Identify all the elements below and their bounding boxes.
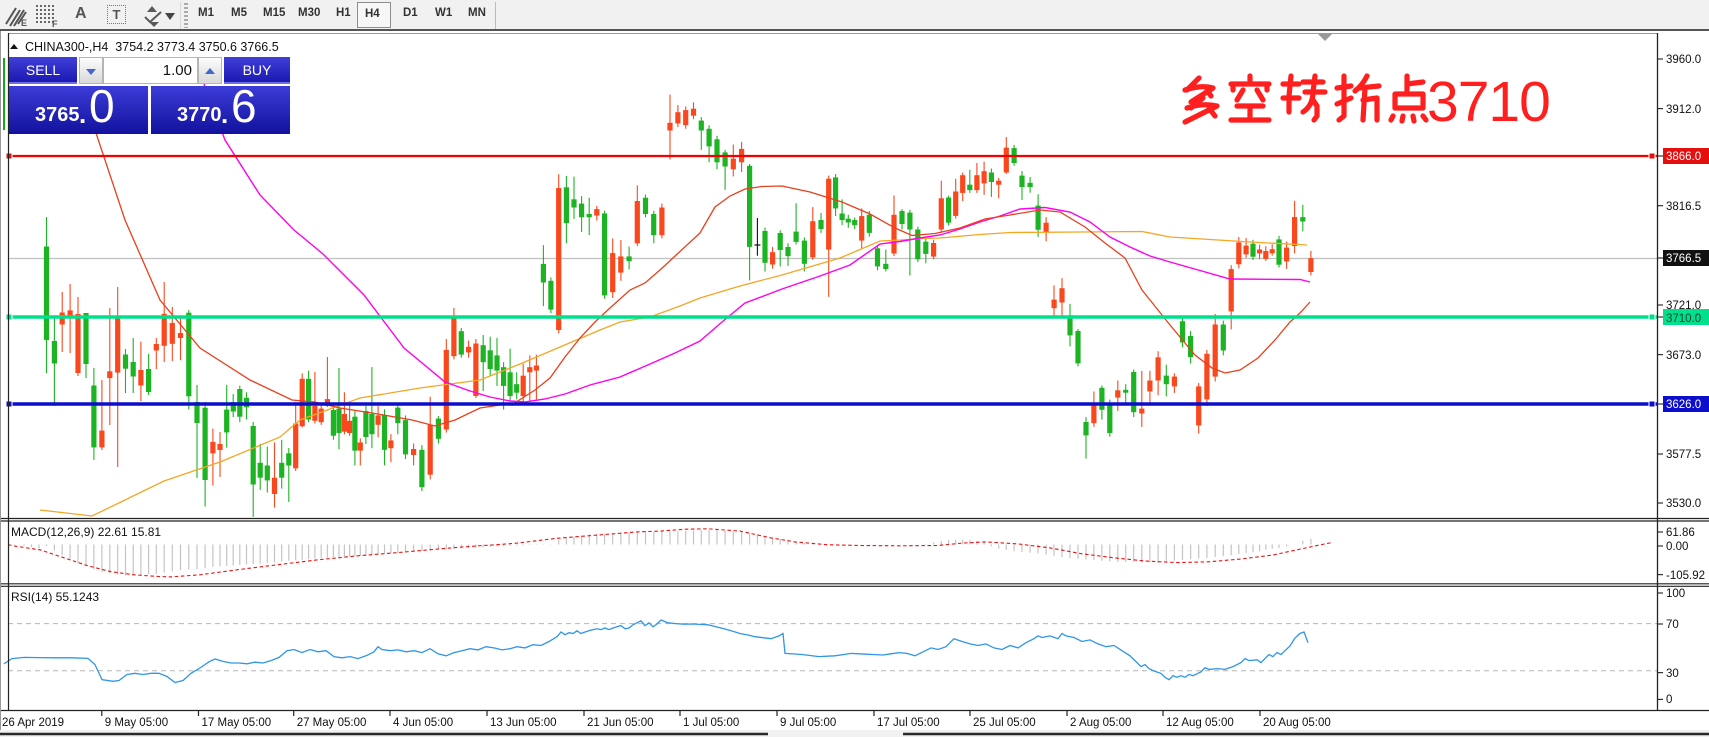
svg-text:0: 0	[1666, 694, 1672, 706]
svg-text:3673.0: 3673.0	[1666, 350, 1701, 362]
svg-text:70: 70	[1666, 619, 1679, 631]
svg-text:1 Jul 05:00: 1 Jul 05:00	[683, 717, 739, 729]
svg-text:3816.5: 3816.5	[1666, 201, 1701, 213]
svg-text:12 Aug 05:00: 12 Aug 05:00	[1166, 717, 1234, 729]
svg-text:3912.0: 3912.0	[1666, 104, 1701, 116]
svg-text:2 Aug 05:00: 2 Aug 05:00	[1070, 717, 1131, 729]
svg-text:9 Jul 05:00: 9 Jul 05:00	[780, 717, 836, 729]
svg-text:MACD(12,26,9) 22.61 15.81: MACD(12,26,9) 22.61 15.81	[11, 525, 161, 539]
svg-text:3866.0: 3866.0	[1666, 151, 1701, 163]
svg-text:9 May 05:00: 9 May 05:00	[105, 717, 168, 729]
svg-text:61.86: 61.86	[1666, 527, 1695, 539]
svg-text:CHINA300-,H4 3754.2 3773.4 37: CHINA300-,H4 3754.2 3773.4 3750.6 3766.5	[25, 40, 279, 54]
svg-text:17 May 05:00: 17 May 05:00	[202, 717, 272, 729]
svg-text:100: 100	[1666, 588, 1685, 600]
svg-text:17 Jul 05:00: 17 Jul 05:00	[877, 717, 940, 729]
svg-text:-105.92: -105.92	[1666, 570, 1705, 582]
svg-text:3530.0: 3530.0	[1666, 498, 1701, 510]
svg-text:RSI(14) 55.1243: RSI(14) 55.1243	[11, 590, 99, 604]
svg-text:0.00: 0.00	[1666, 541, 1688, 553]
svg-text:3710.0: 3710.0	[1666, 313, 1701, 325]
svg-text:20 Aug 05:00: 20 Aug 05:00	[1263, 717, 1331, 729]
svg-text:13 Jun 05:00: 13 Jun 05:00	[490, 717, 557, 729]
svg-text:3766.5: 3766.5	[1666, 253, 1701, 265]
svg-text:E: E	[21, 18, 27, 28]
svg-text:30: 30	[1666, 668, 1679, 680]
svg-text:26 Apr 2019: 26 Apr 2019	[2, 717, 64, 729]
svg-text:4 Jun 05:00: 4 Jun 05:00	[393, 717, 453, 729]
svg-text:27 May 05:00: 27 May 05:00	[297, 717, 367, 729]
svg-text:3626.0: 3626.0	[1666, 399, 1701, 411]
svg-text:3960.0: 3960.0	[1666, 54, 1701, 66]
svg-text:3577.5: 3577.5	[1666, 449, 1701, 461]
svg-text:F: F	[52, 19, 58, 28]
svg-text:3710: 3710	[1427, 70, 1550, 134]
svg-text:25 Jul 05:00: 25 Jul 05:00	[973, 717, 1036, 729]
svg-text:21 Jun 05:00: 21 Jun 05:00	[587, 717, 654, 729]
